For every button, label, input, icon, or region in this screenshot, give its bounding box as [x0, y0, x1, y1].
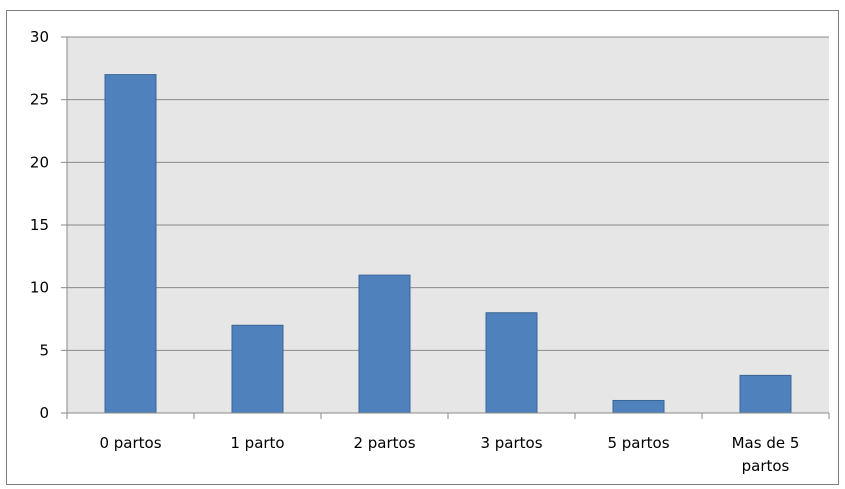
bar [612, 399, 665, 414]
y-tick-label: 0 [39, 404, 49, 422]
bar [739, 374, 792, 414]
x-tick-label: 1 parto [230, 434, 284, 452]
x-tick-labels: 0 partos 1 parto 2 partos 3 partos 5 partos M… [99, 434, 799, 475]
x-tick-label: 0 partos [99, 434, 161, 452]
y-tick-label: 10 [30, 279, 49, 297]
bar [358, 274, 411, 414]
y-tick-label: 25 [30, 91, 49, 109]
x-tick-label: 2 partos [353, 434, 415, 452]
y-tick-label: 5 [39, 341, 49, 359]
bar [231, 324, 284, 414]
y-tick-label: 30 [30, 28, 49, 46]
y-tick-labels: 0 5 10 15 20 25 30 [30, 28, 49, 422]
gridlines [61, 36, 829, 414]
x-tick-label: 5 partos [607, 434, 669, 452]
x-tick-label: Mas de 5 partos [732, 434, 800, 475]
bar-series [104, 74, 792, 414]
y-tick-label: 15 [30, 216, 49, 234]
bar [104, 74, 157, 414]
bar [485, 312, 538, 414]
x-tick-label: 3 partos [480, 434, 542, 452]
y-tick-label: 20 [30, 153, 49, 171]
axes [66, 37, 830, 419]
